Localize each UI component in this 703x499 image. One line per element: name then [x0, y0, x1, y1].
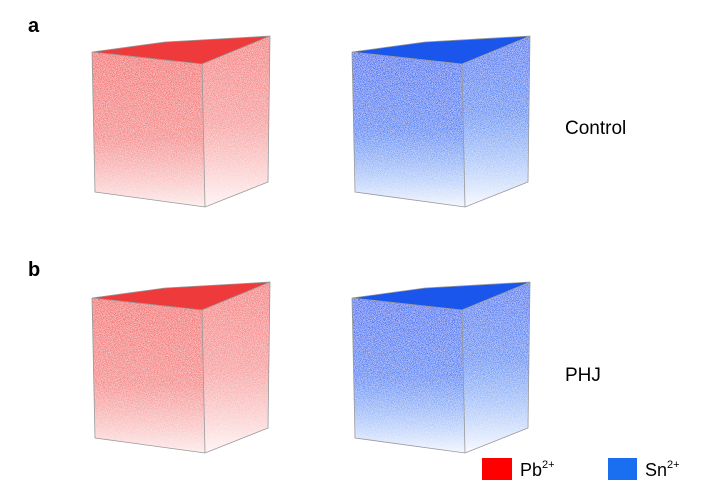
- legend-base: Pb: [520, 460, 542, 480]
- condition-label: PHJ: [565, 365, 601, 386]
- sn-cube: [352, 282, 530, 453]
- legend-base: Sn: [645, 460, 667, 480]
- sn-cube: [352, 36, 530, 207]
- legend-label: Sn2+: [645, 459, 680, 480]
- pb-cube: [92, 36, 270, 207]
- legend-label: Pb2+: [520, 459, 555, 480]
- panel-label: a: [28, 15, 40, 37]
- legend-swatch: [608, 458, 637, 480]
- legend-sup: 2+: [542, 459, 555, 471]
- legend-sup: 2+: [667, 459, 680, 471]
- panel-label: b: [28, 259, 40, 281]
- condition-label: Control: [565, 118, 626, 139]
- pb-cube: [92, 282, 270, 453]
- legend-swatch: [482, 458, 512, 480]
